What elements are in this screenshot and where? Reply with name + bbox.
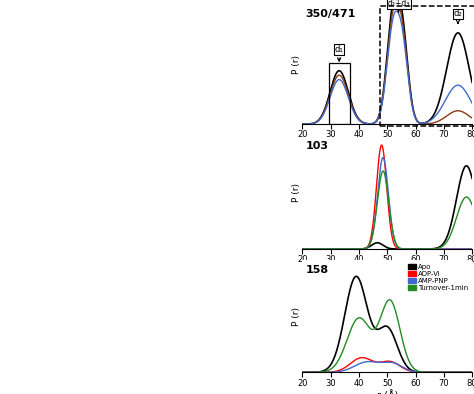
Bar <box>380 6 474 126</box>
Y-axis label: P (r): P (r) <box>292 183 301 203</box>
Text: d₂: d₂ <box>454 9 462 23</box>
Text: 350/471: 350/471 <box>306 9 356 19</box>
Text: d₂+d₃: d₂+d₃ <box>387 0 410 12</box>
Bar <box>329 63 350 124</box>
Text: 103: 103 <box>306 141 329 151</box>
Y-axis label: P (r): P (r) <box>292 54 301 74</box>
Text: d₁: d₁ <box>335 45 344 61</box>
Y-axis label: P (r): P (r) <box>292 307 301 326</box>
X-axis label: r (Å): r (Å) <box>376 390 398 394</box>
Legend: Apo, ADP-Vi, AMP-PNP, Turnover-1min: Apo, ADP-Vi, AMP-PNP, Turnover-1min <box>408 264 469 291</box>
Text: 158: 158 <box>306 264 329 275</box>
